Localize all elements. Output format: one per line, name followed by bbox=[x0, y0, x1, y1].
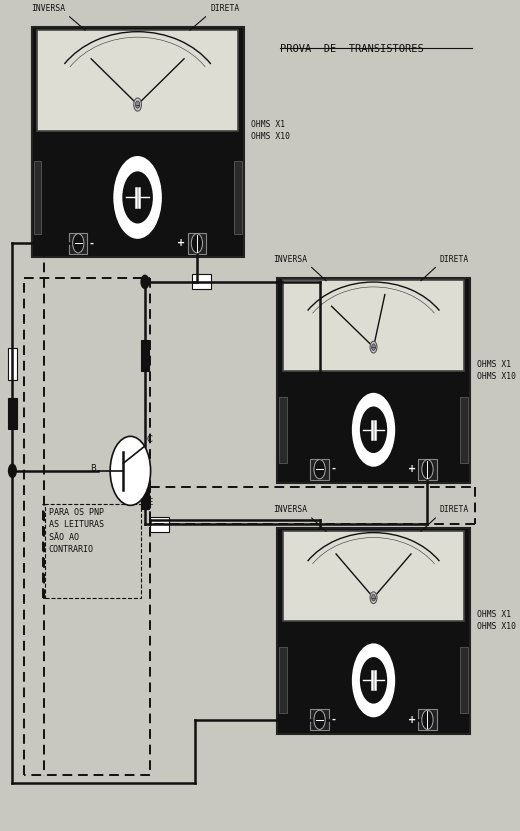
Text: DIRETA: DIRETA bbox=[210, 4, 239, 13]
FancyBboxPatch shape bbox=[140, 340, 149, 371]
Circle shape bbox=[122, 171, 153, 224]
Text: DIRETA: DIRETA bbox=[440, 255, 469, 263]
Circle shape bbox=[352, 393, 395, 467]
Circle shape bbox=[314, 460, 325, 479]
FancyBboxPatch shape bbox=[283, 531, 464, 622]
Circle shape bbox=[372, 594, 375, 601]
FancyBboxPatch shape bbox=[310, 459, 329, 479]
Text: B: B bbox=[90, 464, 96, 473]
Circle shape bbox=[372, 344, 375, 351]
FancyBboxPatch shape bbox=[279, 647, 287, 713]
FancyBboxPatch shape bbox=[34, 160, 41, 234]
Circle shape bbox=[135, 101, 140, 108]
Circle shape bbox=[73, 234, 84, 253]
FancyBboxPatch shape bbox=[8, 348, 17, 380]
FancyBboxPatch shape bbox=[310, 709, 329, 730]
Text: OHMS X1
OHMS X10: OHMS X1 OHMS X10 bbox=[477, 611, 516, 632]
Circle shape bbox=[110, 436, 151, 505]
Circle shape bbox=[422, 460, 433, 479]
Circle shape bbox=[422, 711, 433, 730]
FancyBboxPatch shape bbox=[277, 278, 470, 483]
FancyBboxPatch shape bbox=[283, 280, 464, 371]
Circle shape bbox=[134, 98, 141, 111]
Text: -: - bbox=[331, 465, 335, 475]
FancyBboxPatch shape bbox=[418, 709, 437, 730]
Text: +: + bbox=[408, 715, 416, 725]
FancyBboxPatch shape bbox=[188, 233, 206, 254]
FancyBboxPatch shape bbox=[8, 398, 17, 429]
FancyBboxPatch shape bbox=[192, 274, 211, 289]
Text: PARA OS PNP
AS LEITURAS
SÃO AO
CONTRARIO: PARA OS PNP AS LEITURAS SÃO AO CONTRARIO bbox=[48, 508, 103, 554]
Text: PROVA  DE  TRANSISTORES: PROVA DE TRANSISTORES bbox=[280, 44, 423, 54]
FancyBboxPatch shape bbox=[32, 27, 243, 258]
Text: INVERSA: INVERSA bbox=[31, 4, 65, 13]
Circle shape bbox=[360, 657, 387, 704]
FancyBboxPatch shape bbox=[69, 233, 87, 254]
Text: OHMS X1
OHMS X10: OHMS X1 OHMS X10 bbox=[477, 360, 516, 381]
Text: E: E bbox=[147, 498, 152, 507]
Circle shape bbox=[352, 643, 395, 717]
FancyBboxPatch shape bbox=[279, 397, 287, 463]
Text: OHMS X1
OHMS X10: OHMS X1 OHMS X10 bbox=[251, 120, 290, 141]
Text: -: - bbox=[90, 238, 94, 248]
FancyBboxPatch shape bbox=[140, 478, 149, 509]
Circle shape bbox=[8, 465, 16, 478]
FancyBboxPatch shape bbox=[418, 459, 437, 479]
Text: +: + bbox=[177, 238, 185, 248]
Circle shape bbox=[314, 711, 325, 730]
FancyBboxPatch shape bbox=[460, 397, 468, 463]
Text: DIRETA: DIRETA bbox=[440, 505, 469, 514]
FancyBboxPatch shape bbox=[37, 30, 238, 130]
FancyBboxPatch shape bbox=[277, 529, 470, 734]
Circle shape bbox=[360, 406, 387, 453]
Circle shape bbox=[370, 342, 377, 353]
Text: -: - bbox=[331, 715, 335, 725]
Circle shape bbox=[113, 156, 162, 238]
Text: +: + bbox=[408, 465, 416, 475]
FancyBboxPatch shape bbox=[234, 160, 242, 234]
FancyBboxPatch shape bbox=[150, 517, 168, 532]
Text: INVERSA: INVERSA bbox=[273, 255, 307, 263]
Circle shape bbox=[191, 234, 203, 253]
Text: INVERSA: INVERSA bbox=[273, 505, 307, 514]
Circle shape bbox=[141, 275, 149, 288]
FancyBboxPatch shape bbox=[460, 647, 468, 713]
Circle shape bbox=[370, 592, 377, 603]
Text: C: C bbox=[147, 435, 153, 444]
